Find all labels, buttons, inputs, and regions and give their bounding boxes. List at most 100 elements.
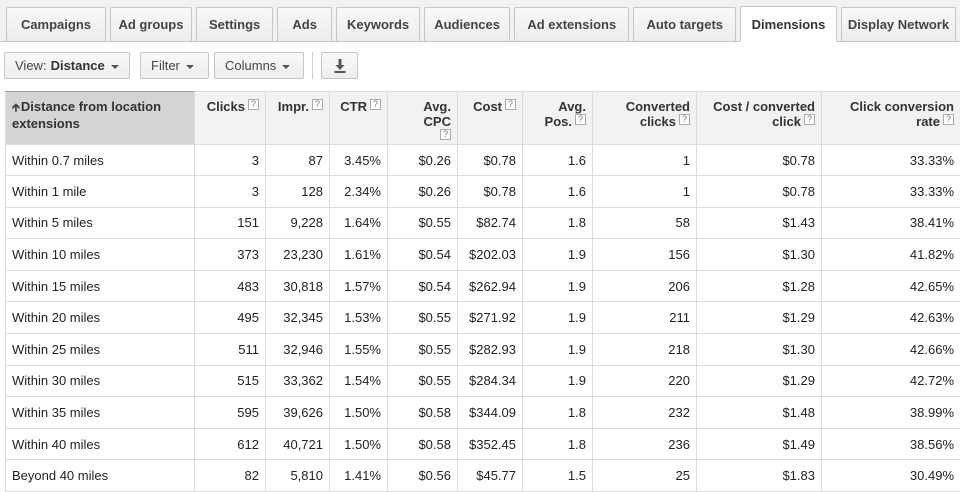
table-cell: $0.26 [388, 145, 458, 176]
help-icon[interactable]: ? [679, 114, 690, 125]
table-cell: $0.55 [388, 365, 458, 397]
table-cell: 3 [195, 176, 266, 208]
table-cell: 42.65% [822, 270, 960, 302]
table-cell: 2.34% [330, 176, 388, 208]
row-label-cell: Within 0.7 miles [6, 145, 195, 176]
table-cell: 32,946 [266, 333, 330, 365]
table-cell: $0.78 [458, 145, 523, 176]
table-cell: 32,345 [266, 302, 330, 334]
table-cell: 1.6 [523, 176, 593, 208]
table-cell: 515 [195, 365, 266, 397]
table-cell: 483 [195, 270, 266, 302]
table-cell: 3 [195, 145, 266, 176]
table-cell: 38.56% [822, 428, 960, 460]
table-cell: 38.41% [822, 207, 960, 239]
tab-dimensions[interactable]: Dimensions [740, 6, 837, 42]
table-cell: 87 [266, 145, 330, 176]
column-header-label: rate [916, 114, 940, 129]
table-cell: $1.29 [697, 365, 822, 397]
column-header[interactable]: Avg.Pos.? [523, 92, 593, 145]
table-cell: 30,818 [266, 270, 330, 302]
help-icon[interactable]: ? [804, 114, 815, 125]
table-cell: 1.6 [523, 145, 593, 176]
table-cell: 58 [593, 207, 697, 239]
table-cell: $45.77 [458, 460, 523, 492]
tab-settings[interactable]: Settings [196, 7, 273, 41]
table-cell: $0.56 [388, 460, 458, 492]
column-header[interactable]: Impr.? [266, 92, 330, 145]
tab-ads[interactable]: Ads [277, 7, 332, 41]
table-cell: $262.94 [458, 270, 523, 302]
column-header[interactable]: Cost? [458, 92, 523, 145]
table-cell: 1.41% [330, 460, 388, 492]
column-header-label: click [772, 114, 801, 129]
column-header-label: Clicks [207, 99, 245, 114]
table-cell: $0.54 [388, 239, 458, 271]
tab-ad-groups[interactable]: Ad groups [110, 7, 192, 41]
table-cell: 1.50% [330, 428, 388, 460]
column-header[interactable]: Clicks? [195, 92, 266, 145]
tab-audiences[interactable]: Audiences [424, 7, 510, 41]
tab-display-network[interactable]: Display Network [841, 7, 956, 41]
column-header-label: Distance from location [21, 99, 161, 114]
help-icon[interactable]: ? [370, 99, 381, 110]
table-cell: 612 [195, 428, 266, 460]
tab-keywords[interactable]: Keywords [336, 7, 420, 41]
table-cell: $282.93 [458, 333, 523, 365]
table-cell: 495 [195, 302, 266, 334]
table-cell: 25 [593, 460, 697, 492]
help-icon[interactable]: ? [440, 129, 451, 140]
table-cell: 30.49% [822, 460, 960, 492]
table-cell: 42.66% [822, 333, 960, 365]
table-cell: 42.72% [822, 365, 960, 397]
row-label-cell: Within 10 miles [6, 239, 195, 271]
help-icon[interactable]: ? [575, 114, 586, 125]
row-label-cell: Within 40 miles [6, 428, 195, 460]
column-header[interactable]: CTR? [330, 92, 388, 145]
tab-ad-extensions[interactable]: Ad extensions [514, 7, 629, 41]
table-cell: 33,362 [266, 365, 330, 397]
table-cell: 218 [593, 333, 697, 365]
tab-auto-targets[interactable]: Auto targets [633, 7, 736, 41]
help-icon[interactable]: ? [505, 99, 516, 110]
table-cell: 236 [593, 428, 697, 460]
table-cell: 1.50% [330, 397, 388, 429]
filter-label: Filter [151, 58, 180, 73]
help-icon[interactable]: ? [248, 99, 259, 110]
column-header-label: Converted [626, 99, 690, 114]
help-icon[interactable]: ? [943, 114, 954, 125]
table-cell: 3.45% [330, 145, 388, 176]
view-dropdown[interactable]: View: Distance [4, 52, 130, 79]
column-header-label: Cost [473, 99, 502, 114]
chevron-down-icon [111, 65, 119, 69]
table-cell: $0.55 [388, 333, 458, 365]
column-header[interactable]: Avg. CPC? [388, 92, 458, 145]
table-cell: 595 [195, 397, 266, 429]
tab-campaigns[interactable]: Campaigns [6, 7, 106, 41]
chevron-down-icon [282, 65, 290, 69]
toolbar-divider [312, 52, 313, 79]
download-icon [334, 59, 346, 73]
download-button[interactable] [321, 52, 358, 79]
table-cell: 151 [195, 207, 266, 239]
column-header-label: extensions [12, 116, 80, 131]
filter-button[interactable]: Filter [140, 52, 209, 79]
table-cell: $271.92 [458, 302, 523, 334]
table-cell: $1.28 [697, 270, 822, 302]
chevron-down-icon [186, 65, 194, 69]
columns-button[interactable]: Columns [214, 52, 304, 79]
table-cell: 206 [593, 270, 697, 302]
table-cell: 1 [593, 176, 697, 208]
table-cell: 33.33% [822, 176, 960, 208]
help-icon[interactable]: ? [312, 99, 323, 110]
